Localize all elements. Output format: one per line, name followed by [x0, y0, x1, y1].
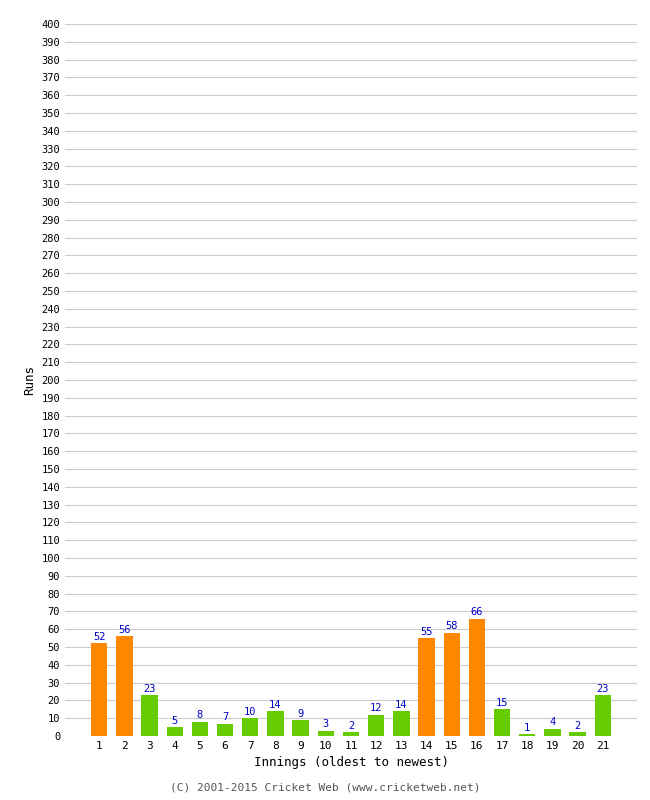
Bar	[242, 718, 259, 736]
Bar	[443, 633, 460, 736]
Bar	[595, 695, 611, 736]
Text: 9: 9	[298, 709, 304, 718]
Bar	[393, 711, 410, 736]
Text: 8: 8	[197, 710, 203, 720]
Text: 12: 12	[370, 703, 382, 714]
Bar	[343, 733, 359, 736]
Bar	[419, 638, 435, 736]
Bar	[267, 711, 283, 736]
Bar	[116, 636, 133, 736]
Bar	[318, 730, 334, 736]
Text: 52: 52	[93, 632, 105, 642]
Bar	[469, 618, 485, 736]
Bar	[91, 643, 107, 736]
Bar	[569, 733, 586, 736]
Text: 10: 10	[244, 706, 257, 717]
Bar	[217, 723, 233, 736]
Text: 14: 14	[395, 700, 408, 710]
Text: 2: 2	[575, 721, 580, 731]
Bar	[192, 722, 208, 736]
Text: 23: 23	[143, 684, 156, 694]
Text: 23: 23	[597, 684, 609, 694]
Bar	[494, 710, 510, 736]
Text: 4: 4	[549, 718, 556, 727]
Bar	[519, 734, 536, 736]
Bar	[166, 727, 183, 736]
Text: 1: 1	[524, 722, 530, 733]
Text: 2: 2	[348, 721, 354, 731]
Text: 58: 58	[445, 622, 458, 631]
Bar	[292, 720, 309, 736]
Text: 7: 7	[222, 712, 228, 722]
Text: 15: 15	[496, 698, 508, 708]
Text: 66: 66	[471, 607, 483, 617]
Text: 55: 55	[421, 626, 433, 637]
Bar	[544, 729, 561, 736]
Text: 14: 14	[269, 700, 281, 710]
Bar	[368, 714, 384, 736]
Text: (C) 2001-2015 Cricket Web (www.cricketweb.net): (C) 2001-2015 Cricket Web (www.cricketwe…	[170, 782, 480, 792]
Text: 56: 56	[118, 625, 131, 635]
Text: 5: 5	[172, 716, 178, 726]
Bar	[141, 695, 158, 736]
X-axis label: Innings (oldest to newest): Innings (oldest to newest)	[254, 757, 448, 770]
Text: 3: 3	[322, 719, 329, 730]
Y-axis label: Runs: Runs	[23, 365, 36, 395]
